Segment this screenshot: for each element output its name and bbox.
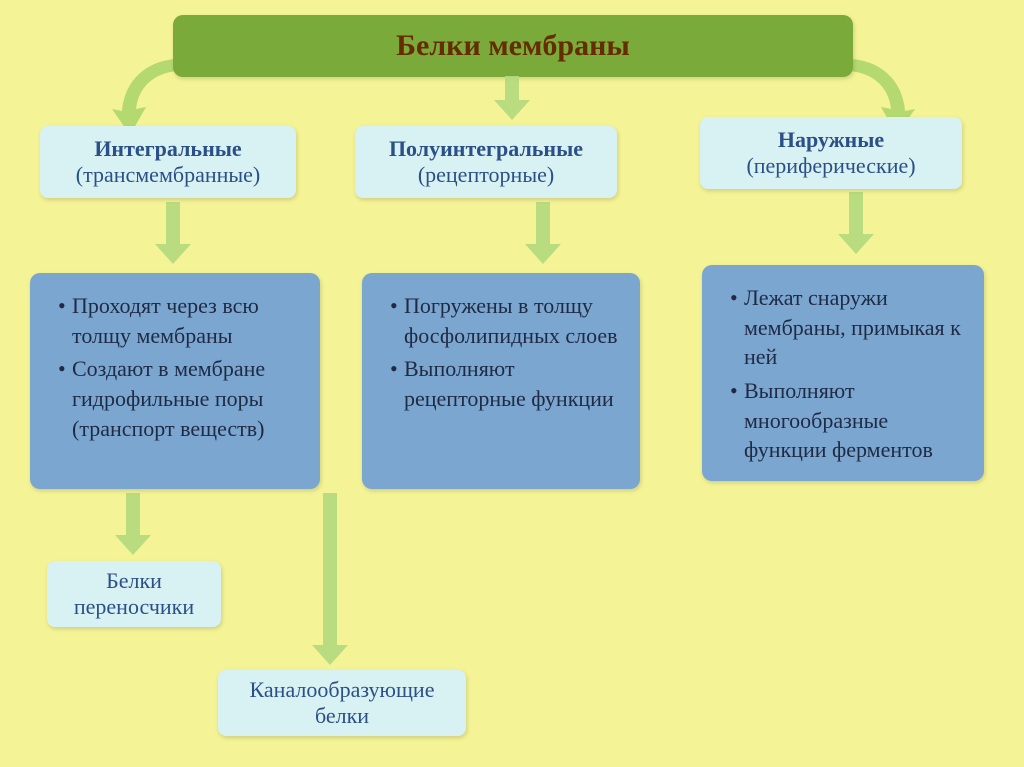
- sub-box-label: Каналообразующие белки: [228, 677, 456, 730]
- arrow-down-2: [525, 202, 561, 269]
- category-bold: Интегральные: [94, 136, 241, 162]
- arrow-down-4: [115, 493, 151, 560]
- title-text: Белки мембраны: [396, 29, 630, 63]
- description-item: Лежат снаружи мембраны, примыкая к ней: [730, 283, 964, 372]
- sub-box-1: Каналообразующие белки: [218, 670, 466, 736]
- sub-box-label: Белки переносчики: [57, 568, 211, 621]
- description-item: Проходят через всю толщу мембраны: [58, 291, 300, 350]
- description-item: Погружены в толщу фосфолипидных слоев: [390, 291, 620, 350]
- category-sub: (рецепторные): [418, 162, 554, 188]
- description-box-1: Погружены в толщу фосфолипидных слоевВып…: [362, 273, 640, 489]
- category-bold: Наружные: [778, 127, 884, 153]
- description-item: Выполняют рецепторные функции: [390, 354, 620, 413]
- sub-box-0: Белки переносчики: [47, 561, 221, 627]
- description-box-0: Проходят через всю толщу мембраныСоздают…: [30, 273, 320, 489]
- category-sub: (трансмембранные): [76, 162, 261, 188]
- arrow-down-0: [494, 76, 530, 125]
- category-box-0: Интегральные(трансмембранные): [40, 126, 296, 198]
- arrow-down-3: [838, 192, 874, 259]
- category-sub: (периферические): [746, 153, 915, 179]
- arrow-down-5: [312, 493, 348, 670]
- diagram-title: Белки мембраны: [173, 15, 853, 77]
- description-item: Выполняют многообразные функции ферменто…: [730, 376, 964, 465]
- description-item: Создают в мембране гидрофильные поры (тр…: [58, 354, 300, 443]
- arrow-down-1: [155, 202, 191, 269]
- description-box-2: Лежат снаружи мембраны, примыкая к нейВы…: [702, 265, 984, 481]
- category-box-2: Наружные(периферические): [700, 117, 962, 189]
- category-box-1: Полуинтегральные(рецепторные): [355, 126, 617, 198]
- category-bold: Полуинтегральные: [389, 136, 583, 162]
